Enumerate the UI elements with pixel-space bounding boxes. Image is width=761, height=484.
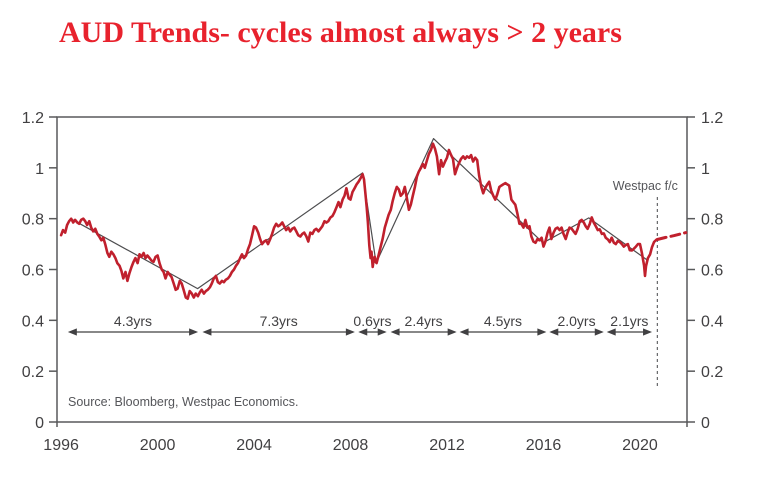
- forecast-label: Westpac f/c: [613, 179, 678, 193]
- arrow-head-left-icon: [606, 328, 616, 336]
- arrow-head-left-icon: [549, 328, 559, 336]
- cycle-duration-label: 2.1yrs: [610, 313, 648, 329]
- cycle-duration-label: 2.4yrs: [405, 313, 443, 329]
- arrow-head-right-icon: [345, 328, 355, 336]
- x-tick-label: 2008: [333, 437, 369, 454]
- y-tick-label-left: 0: [35, 415, 44, 432]
- cycle-duration-label: 4.3yrs: [114, 313, 152, 329]
- y-tick-label-right: 1.2: [701, 110, 723, 127]
- y-tick-label-left: 0.4: [22, 313, 44, 330]
- arrow-head-left-icon: [459, 328, 469, 336]
- arrow-head-right-icon: [643, 328, 653, 336]
- arrow-head-left-icon: [202, 328, 212, 336]
- y-tick-label-left: 0.8: [22, 212, 44, 229]
- trend-line: [70, 138, 649, 290]
- y-tick-label-right: 0.8: [701, 212, 723, 229]
- x-tick-label: 2000: [140, 437, 176, 454]
- y-tick-label-left: 1: [35, 161, 44, 178]
- x-tick-label: 2004: [236, 437, 272, 454]
- cycle-duration-label: 7.3yrs: [260, 313, 298, 329]
- arrow-head-right-icon: [537, 328, 547, 336]
- y-tick-label-left: 0.6: [22, 263, 44, 280]
- arrow-head-right-icon: [447, 328, 457, 336]
- y-tick-label-right: 0: [701, 415, 710, 432]
- arrow-head-left-icon: [67, 328, 77, 336]
- forecast-series-line: [655, 231, 688, 241]
- source-note: Source: Bloomberg, Westpac Economics.: [68, 395, 298, 409]
- cycle-duration-label: 2.0yrs: [557, 313, 595, 329]
- arrow-head-left-icon: [358, 328, 368, 336]
- y-tick-label-right: 0.2: [701, 364, 723, 381]
- arrow-head-right-icon: [594, 328, 604, 336]
- x-tick-label: 2016: [526, 437, 562, 454]
- y-tick-label-left: 0.2: [22, 364, 44, 381]
- x-tick-label: 1996: [43, 437, 79, 454]
- arrow-head-left-icon: [390, 328, 400, 336]
- x-tick-label: 2020: [622, 437, 658, 454]
- y-tick-label-left: 1.2: [22, 110, 44, 127]
- page-title: AUD Trends- cycles almost always > 2 yea…: [59, 16, 622, 49]
- arrow-head-right-icon: [189, 328, 199, 336]
- y-tick-label-right: 0.4: [701, 313, 723, 330]
- x-tick-label: 2012: [429, 437, 465, 454]
- y-tick-label-right: 0.6: [701, 263, 723, 280]
- cycle-duration-label: 0.6yrs: [353, 313, 391, 329]
- aud-series-line: [59, 142, 659, 301]
- y-tick-label-right: 1: [701, 161, 710, 178]
- cycle-duration-label: 4.5yrs: [484, 313, 522, 329]
- plot-border: [56, 116, 688, 423]
- arrow-head-right-icon: [377, 328, 387, 336]
